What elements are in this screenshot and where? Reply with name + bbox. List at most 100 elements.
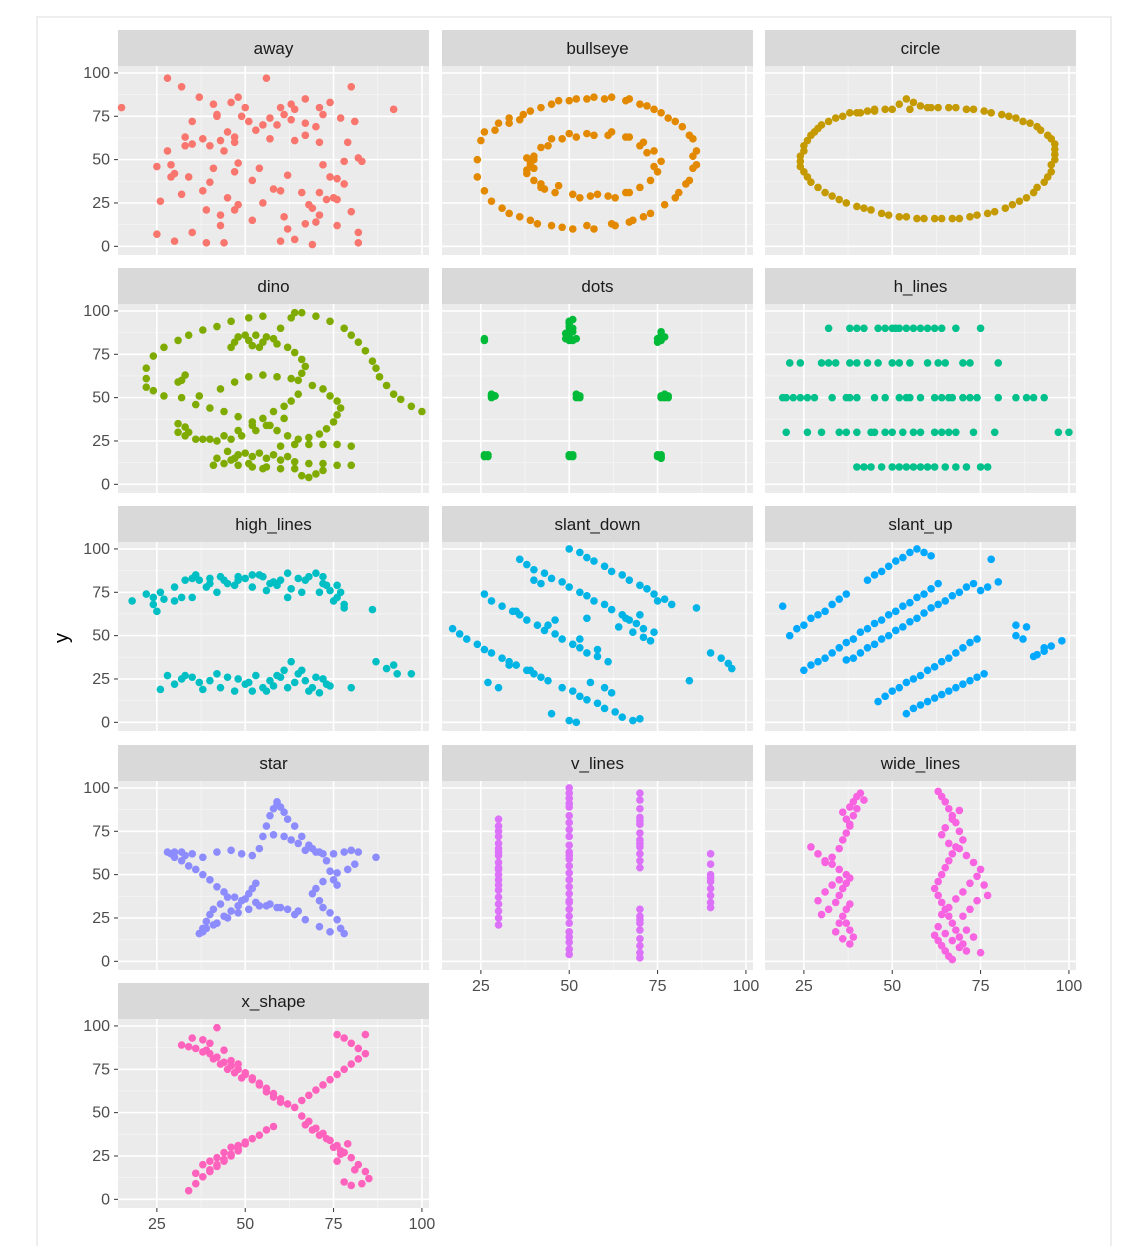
data-point — [586, 192, 595, 200]
data-point — [1001, 204, 1010, 212]
y-tick-label: 0 — [101, 476, 110, 493]
data-point — [234, 1141, 242, 1150]
data-point — [301, 119, 310, 128]
data-point — [199, 685, 207, 694]
data-point — [262, 74, 271, 82]
panel-slant_up: slant_up — [765, 506, 1076, 731]
data-point — [319, 440, 327, 449]
data-point — [188, 1034, 197, 1042]
data-point — [181, 423, 189, 431]
data-point — [923, 463, 932, 471]
data-point — [706, 850, 715, 858]
data-point — [248, 176, 257, 185]
data-point — [350, 117, 359, 126]
data-point — [884, 562, 893, 571]
data-point — [202, 583, 211, 591]
data-point — [259, 832, 267, 841]
data-point — [835, 428, 844, 437]
data-point — [969, 933, 978, 941]
data-point — [814, 896, 822, 905]
data-point — [689, 152, 697, 160]
data-point — [583, 614, 591, 623]
data-point — [572, 133, 581, 141]
data-point — [283, 171, 292, 180]
data-point — [333, 1157, 341, 1165]
data-point — [565, 851, 574, 860]
data-point — [241, 1138, 250, 1146]
data-point — [167, 173, 175, 181]
data-point — [297, 471, 306, 480]
data-point — [969, 858, 978, 867]
data-point — [660, 595, 669, 604]
data-point — [867, 463, 875, 471]
panel-title: dots — [581, 277, 613, 296]
data-point — [530, 576, 538, 584]
data-point — [969, 428, 978, 437]
data-point — [906, 598, 914, 607]
data-point — [283, 815, 292, 823]
data-point — [519, 110, 528, 119]
data-point — [473, 173, 482, 181]
data-point — [835, 919, 844, 927]
data-point — [213, 112, 221, 121]
data-point — [216, 211, 225, 219]
data-point — [252, 879, 260, 888]
data-point — [824, 324, 833, 333]
data-point — [849, 933, 858, 941]
data-point — [706, 874, 715, 882]
data-point — [315, 896, 324, 905]
data-point — [294, 907, 303, 915]
panel-strip — [765, 745, 1076, 781]
data-point — [319, 903, 327, 912]
data-point — [1047, 642, 1056, 650]
data-point — [906, 105, 914, 114]
data-point — [294, 376, 303, 385]
data-point — [838, 884, 847, 893]
data-point — [706, 860, 715, 869]
panel-strip — [765, 268, 1076, 304]
data-point — [170, 597, 179, 605]
data-point — [544, 141, 552, 150]
data-point — [160, 392, 168, 400]
data-point — [372, 657, 380, 666]
y-axis-title: y — [51, 633, 73, 643]
data-point — [785, 359, 794, 367]
data-point — [347, 207, 356, 216]
data-point — [283, 569, 292, 578]
data-point — [899, 602, 907, 610]
data-point — [909, 324, 918, 333]
data-point — [216, 683, 225, 692]
data-point — [248, 1075, 257, 1084]
data-point — [558, 135, 566, 143]
data-point — [1043, 173, 1052, 181]
data-point — [874, 697, 882, 706]
data-point — [191, 435, 200, 444]
data-point — [290, 440, 299, 449]
panel-dots: dots — [442, 268, 753, 493]
data-point — [990, 428, 999, 437]
data-point — [473, 640, 482, 649]
data-point — [800, 147, 808, 155]
data-point — [821, 654, 829, 662]
y-tick-label: 50 — [92, 628, 110, 645]
data-point — [382, 664, 391, 673]
data-point — [343, 865, 352, 874]
data-point — [920, 548, 928, 557]
data-point — [902, 213, 911, 221]
data-point — [354, 848, 363, 856]
data-point — [494, 827, 503, 836]
data-point — [853, 202, 861, 211]
data-point — [554, 96, 563, 105]
data-point — [368, 605, 377, 614]
data-point — [227, 907, 235, 915]
data-point — [913, 214, 921, 223]
data-point — [568, 687, 577, 695]
data-point — [283, 1100, 292, 1108]
y-tick-label: 75 — [92, 823, 110, 840]
data-point — [287, 657, 295, 666]
data-point — [600, 683, 609, 692]
data-point — [909, 704, 918, 713]
data-point — [930, 324, 939, 333]
data-point — [297, 1096, 306, 1105]
data-point — [1019, 635, 1027, 643]
